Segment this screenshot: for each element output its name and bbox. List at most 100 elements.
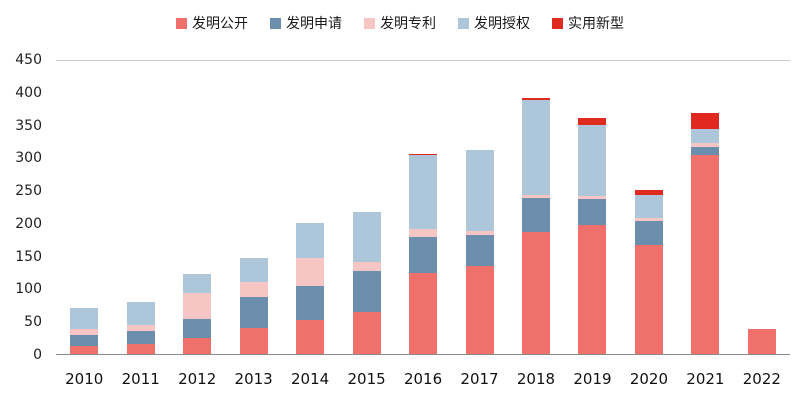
x-tick-label: 2022	[742, 370, 781, 388]
bar-segment-0	[352, 311, 381, 354]
legend-label: 发明公开	[192, 16, 248, 32]
x-tick-label: 2018	[516, 370, 556, 388]
legend-swatch-icon	[364, 17, 375, 29]
bar-segment-3	[352, 212, 381, 263]
y-tick-label: 450	[15, 52, 42, 68]
bar-segment-3	[126, 301, 155, 325]
bar-segment-2	[465, 230, 494, 235]
x-tick-label: 2012	[178, 370, 217, 388]
bar-column-2014	[282, 61, 338, 354]
bar-segment-1	[126, 331, 155, 345]
bar-column-2016	[395, 61, 451, 354]
bar-segment-0	[239, 327, 268, 354]
legend-item-2: 发明专利	[364, 13, 436, 33]
bar-segment-4	[409, 153, 438, 156]
bar-segment-2	[296, 257, 325, 287]
bar-segment-1	[70, 335, 99, 347]
x-tick-label: 2020	[629, 370, 669, 388]
bar-segment-0	[126, 344, 155, 354]
bar-stack	[126, 61, 155, 354]
bars-container	[56, 61, 790, 354]
bar-segment-1	[352, 271, 381, 312]
bar-column-2010	[56, 61, 112, 354]
bar-stack	[409, 61, 438, 354]
bar-segment-3	[183, 273, 212, 293]
y-axis: 0 50 100 150 200 250 300 350 400 450	[0, 53, 48, 362]
legend-item-1: 发明申请	[270, 13, 342, 33]
y-tick-label: 300	[15, 150, 42, 167]
bar-column-2018	[508, 61, 564, 354]
bar-segment-0	[296, 320, 325, 354]
legend-item-4: 实用新型	[552, 13, 624, 33]
bar-stack	[465, 61, 494, 354]
bar-stack	[691, 61, 720, 354]
bar-segment-0	[183, 338, 212, 354]
bar-segment-2	[578, 195, 607, 200]
y-tick-label: 400	[15, 84, 42, 101]
bar-stack	[634, 61, 663, 354]
bar-segment-1	[578, 199, 607, 226]
bar-segment-4	[578, 118, 607, 125]
chart-legend: 发明公开 发明申请 发明专利 发明授权 实用新型	[0, 13, 800, 33]
legend-swatch-icon	[270, 17, 281, 29]
bar-segment-0	[409, 272, 438, 354]
bar-column-2020	[621, 61, 677, 354]
bar-column-2019	[564, 61, 620, 354]
x-axis: 2010 2011 2012 2013 2014 2015 2016 2017 2018 2019…	[56, 370, 790, 388]
bar-segment-0	[634, 244, 663, 354]
y-tick-label: 100	[15, 281, 42, 298]
bar-segment-1	[183, 318, 212, 339]
bar-stack	[70, 61, 99, 354]
bar-column-2022	[734, 61, 790, 354]
x-tick-label: 2014	[291, 370, 330, 388]
bar-segment-0	[70, 346, 99, 354]
legend-label: 实用新型	[568, 16, 624, 32]
bar-segment-4	[691, 113, 720, 129]
y-tick-label: 50	[24, 314, 42, 331]
bar-segment-2	[409, 229, 438, 237]
legend-item-0: 发明公开	[176, 13, 248, 33]
bar-segment-2	[634, 217, 663, 221]
y-tick-label: 0	[33, 347, 42, 363]
bar-column-2021	[677, 61, 733, 354]
bar-segment-0	[465, 266, 494, 354]
bar-segment-1	[634, 220, 663, 245]
bar-stack	[239, 61, 268, 354]
bar-segment-2	[691, 143, 720, 147]
bar-segment-3	[691, 128, 720, 144]
bar-segment-2	[521, 195, 550, 198]
plot-area	[56, 60, 790, 355]
x-tick-label: 2017	[460, 370, 499, 388]
x-tick-label: 2011	[121, 370, 160, 388]
x-tick-label: 2016	[403, 370, 443, 388]
bar-segment-1	[521, 197, 550, 232]
bar-stack	[352, 61, 381, 354]
bar-column-2013	[225, 61, 281, 354]
legend-swatch-icon	[176, 17, 187, 29]
bar-stack	[578, 61, 607, 354]
bar-segment-0	[578, 225, 607, 354]
bar-segment-3	[521, 100, 550, 196]
bar-segment-3	[296, 222, 325, 258]
bar-segment-1	[691, 146, 720, 156]
legend-item-3: 发明授权	[458, 13, 530, 33]
y-tick-label: 350	[15, 117, 42, 134]
bar-segment-0	[747, 329, 776, 354]
bar-segment-3	[239, 257, 268, 282]
bar-segment-3	[409, 155, 438, 230]
legend-label: 发明授权	[474, 16, 530, 32]
bar-segment-2	[239, 281, 268, 298]
bar-segment-4	[634, 189, 663, 195]
bar-segment-1	[296, 286, 325, 321]
bar-segment-4	[521, 98, 550, 101]
bar-segment-3	[634, 194, 663, 218]
y-tick-label: 150	[15, 248, 42, 265]
x-tick-label: 2010	[65, 370, 104, 388]
bar-column-2017	[451, 61, 507, 354]
bar-segment-1	[239, 297, 268, 328]
bar-segment-0	[691, 155, 720, 354]
legend-swatch-icon	[552, 17, 563, 29]
x-tick-label: 2021	[686, 370, 725, 388]
bar-segment-0	[521, 231, 550, 354]
